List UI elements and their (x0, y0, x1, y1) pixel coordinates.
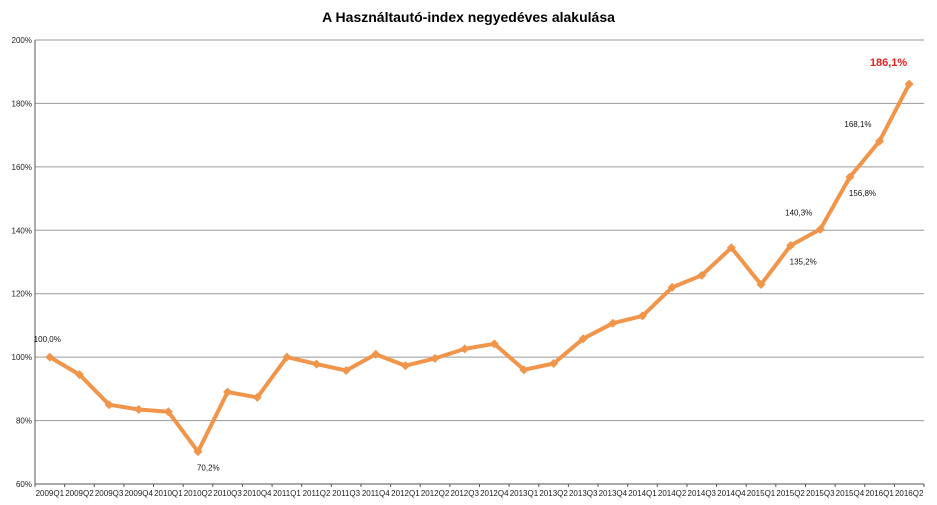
x-tick-label: 2014Q3 (688, 489, 717, 498)
data-label: 70,2% (197, 464, 220, 473)
data-point (756, 280, 766, 290)
x-tick-label: 2011Q3 (332, 489, 360, 498)
x-tick-label: 2011Q1 (273, 489, 301, 498)
data-point (134, 404, 144, 414)
data-point (74, 370, 84, 380)
y-tick-label: 100% (12, 353, 32, 362)
data-point (608, 318, 618, 328)
x-tick-label: 2011Q2 (303, 489, 331, 498)
x-tick-label: 2009Q1 (36, 489, 65, 498)
data-point (252, 392, 262, 402)
x-tick-label: 2013Q4 (599, 489, 628, 498)
x-tick-label: 2015Q4 (836, 489, 865, 498)
x-tick-label: 2014Q1 (628, 489, 657, 498)
data-label: 168,1% (844, 120, 871, 129)
data-label: 100,0% (34, 335, 61, 344)
data-point (430, 353, 440, 363)
x-tick-label: 2016Q2 (895, 489, 924, 498)
data-label: 186,1% (870, 57, 908, 69)
data-label: 135,2% (790, 258, 817, 267)
data-point (697, 270, 707, 280)
x-tick-label: 2012Q3 (450, 489, 479, 498)
x-tick-label: 2012Q1 (391, 489, 420, 498)
data-point (341, 365, 351, 375)
x-tick-label: 2015Q1 (747, 489, 776, 498)
x-tick-label: 2014Q4 (717, 489, 746, 498)
y-tick-label: 200% (12, 36, 32, 45)
x-tick-label: 2010Q2 (184, 489, 213, 498)
data-point (726, 243, 736, 253)
data-point (637, 311, 647, 321)
x-tick-label: 2012Q4 (480, 489, 509, 498)
x-tick-label: 2010Q4 (243, 489, 272, 498)
x-tick-label: 2012Q2 (421, 489, 450, 498)
data-point (845, 172, 855, 182)
y-tick-label: 180% (12, 99, 32, 108)
y-tick-label: 60% (16, 480, 32, 489)
data-point (904, 79, 914, 89)
data-label: 140,3% (785, 208, 812, 217)
data-point (163, 407, 173, 417)
data-point (104, 400, 114, 410)
x-tick-label: 2015Q2 (776, 489, 805, 498)
data-point (578, 334, 588, 344)
series-line (47, 82, 912, 454)
data-point (193, 447, 203, 457)
y-tick-label: 140% (12, 226, 32, 235)
data-point (519, 365, 529, 375)
data-point (223, 387, 233, 397)
x-tick-label: 2013Q2 (539, 489, 568, 498)
data-point (282, 352, 292, 362)
data-point (45, 352, 55, 362)
data-point (549, 358, 559, 368)
data-point (312, 359, 322, 369)
x-tick-label: 2016Q1 (865, 489, 894, 498)
x-tick-label: 2013Q1 (510, 489, 539, 498)
x-tick-label: 2010Q3 (213, 489, 242, 498)
data-point (667, 282, 677, 292)
x-tick-label: 2015Q3 (806, 489, 835, 498)
x-tick-label: 2011Q4 (362, 489, 390, 498)
y-tick-label: 80% (16, 417, 32, 426)
x-tick-label: 2009Q3 (95, 489, 124, 498)
data-point (489, 339, 499, 349)
data-point (371, 349, 381, 359)
x-tick-label: 2009Q4 (124, 489, 153, 498)
data-point (400, 361, 410, 371)
data-label: 156,8% (849, 189, 876, 198)
x-tick-label: 2014Q2 (658, 489, 687, 498)
data-point (460, 344, 470, 354)
data-point (815, 224, 825, 234)
y-tick-label: 160% (12, 163, 32, 172)
chart-title: A Használtautó-index negyedéves alakulás… (322, 9, 615, 25)
x-tick-label: 2009Q2 (65, 489, 94, 498)
x-tick-label: 2013Q3 (569, 489, 598, 498)
data-point (786, 241, 796, 251)
data-point (875, 136, 885, 146)
y-tick-label: 120% (12, 290, 32, 299)
x-tick-label: 2010Q1 (154, 489, 183, 498)
